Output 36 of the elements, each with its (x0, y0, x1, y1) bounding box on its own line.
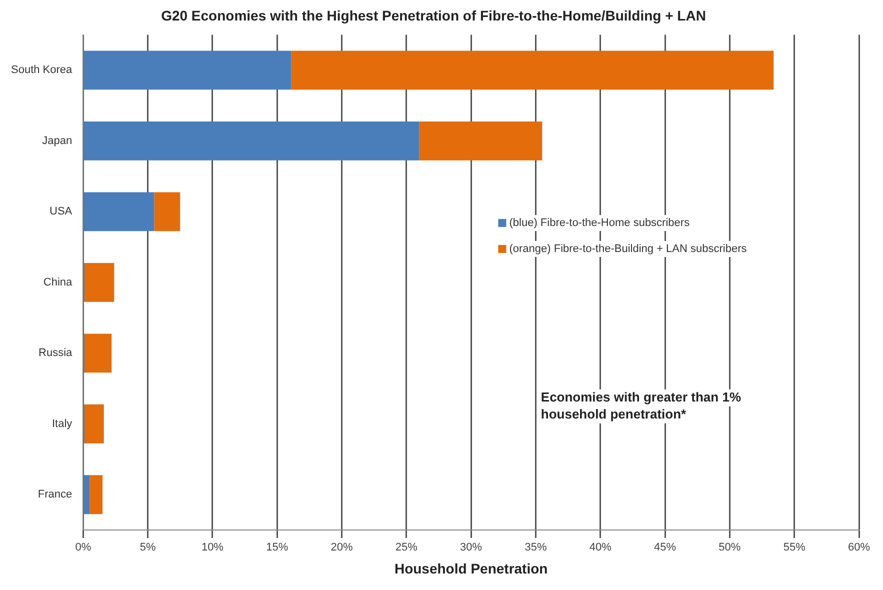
x-tick-label: 45% (654, 542, 676, 554)
y-tick-label: Japan (42, 134, 72, 147)
x-axis-title: Household Penetration (394, 560, 548, 576)
x-tick-label: 40% (589, 542, 612, 554)
y-tick-label: Italy (52, 418, 73, 430)
bar (84, 50, 292, 90)
bar (84, 121, 420, 160)
y-tick-label: France (38, 488, 72, 501)
annotation: Economies with greater than 1% household penetration* (540, 389, 742, 422)
x-tick-label: 5% (140, 542, 156, 554)
y-tick-label: China (43, 276, 74, 288)
x-tick-label: 20% (330, 542, 353, 554)
bar (154, 192, 180, 232)
legend-label: (blue) Fibre-to-the-Home subscribers (509, 217, 690, 230)
bar (84, 334, 112, 373)
x-tick-label: 25% (395, 542, 418, 554)
bar (84, 192, 154, 232)
bar (419, 121, 542, 160)
y-tick-label: USA (50, 206, 73, 218)
bar (84, 262, 114, 302)
bar (90, 475, 103, 514)
x-tick-label: 35% (524, 542, 547, 554)
bar (291, 50, 774, 90)
legend-label: (orange) Fibre-to-the-Building + LAN subscribers (509, 243, 748, 256)
y-tick-label: Russia (38, 347, 74, 360)
chart-title: G20 Economies with the Highest Penetration of Fibre-to-the-Home/Building + LAN (161, 7, 706, 24)
x-tick-label: 55% (783, 542, 806, 554)
x-tick-label: 30% (460, 542, 482, 554)
x-tick-label: 50% (718, 542, 741, 554)
x-tick-label: 10% (201, 542, 224, 554)
bar (84, 404, 104, 444)
x-tick-label: 0% (75, 542, 92, 554)
y-tick-label: South Korea (11, 64, 74, 76)
x-tick-label: 15% (266, 542, 288, 554)
x-tick-label: 60% (848, 542, 870, 554)
bar (84, 475, 90, 514)
